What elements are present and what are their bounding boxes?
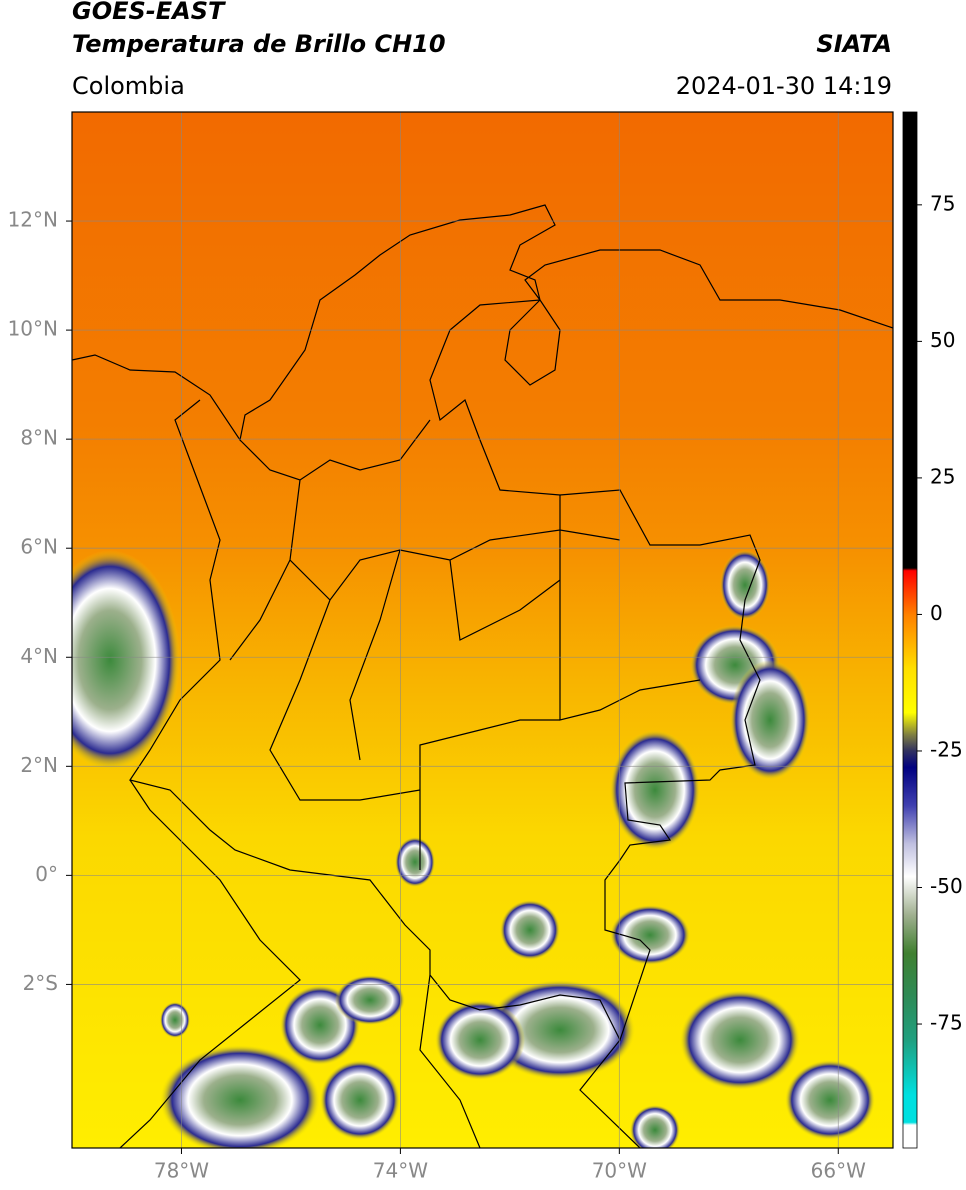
y-tick-label: 4°N — [20, 644, 58, 668]
map-frame — [71, 111, 894, 1149]
cloud — [720, 550, 770, 620]
title: GOES-EAST — [72, 0, 226, 25]
cloud — [610, 905, 690, 965]
coastline — [72, 204, 893, 442]
clouds — [72, 550, 875, 1148]
source: SIATA — [816, 30, 892, 58]
grid — [72, 112, 893, 1148]
y-tick-label: 2°N — [20, 753, 58, 777]
colorbar-tick-label: 0 — [930, 601, 943, 625]
colorbar — [902, 111, 918, 1149]
colorbar-tick-label: 75 — [930, 191, 955, 215]
y-tick-label: 10°N — [8, 317, 58, 341]
y-tick-label: 0° — [35, 862, 58, 886]
region: Colombia — [72, 72, 185, 100]
colorbar-ticks: 75 50 25 0 -25 -50 -75 — [917, 191, 963, 1035]
axes: 78°W 74°W 70°W 66°W 12°N 10°N 8°N 6°N 4°N 2°N 0° 2°… — [8, 208, 867, 1183]
cloud — [610, 730, 700, 850]
cloud — [500, 900, 560, 960]
y-tick-label: 8°N — [20, 426, 58, 450]
cloud — [630, 1105, 680, 1148]
cloud — [680, 990, 800, 1090]
y-tick-label: 6°N — [20, 535, 58, 559]
colorbar-tick-label: -25 — [930, 737, 963, 761]
timestamp: 2024-01-30 14:19 — [676, 72, 892, 100]
cloud — [730, 660, 810, 780]
x-tick-label: 70°W — [592, 1159, 647, 1183]
cloud — [785, 1060, 875, 1140]
cloud — [320, 1060, 400, 1140]
cloud — [435, 1000, 525, 1080]
y-tick-label: 12°N — [8, 208, 58, 232]
colorbar-tick-label: 50 — [930, 328, 955, 352]
cloud — [485, 980, 635, 1080]
map-background — [72, 112, 893, 1148]
colorbar-tick-label: -75 — [930, 1011, 963, 1035]
x-tick-label: 66°W — [811, 1159, 866, 1183]
cloud — [335, 975, 405, 1025]
cloud — [72, 550, 180, 770]
neighbor-borders — [119, 779, 641, 1148]
cloud — [395, 837, 435, 887]
x-tick-label: 78°W — [154, 1159, 209, 1183]
cloud — [160, 1002, 190, 1038]
colorbar-tick-label: -50 — [930, 874, 963, 898]
colombia-border — [129, 299, 761, 1042]
subtitle: Temperatura de Brillo CH10 — [72, 30, 446, 58]
map-image — [72, 112, 893, 1148]
x-tick-label: 74°W — [373, 1159, 428, 1183]
colorbar-tick-label: 25 — [930, 464, 955, 488]
y-tick-label: 2°S — [23, 971, 58, 995]
cloud — [160, 1045, 320, 1148]
